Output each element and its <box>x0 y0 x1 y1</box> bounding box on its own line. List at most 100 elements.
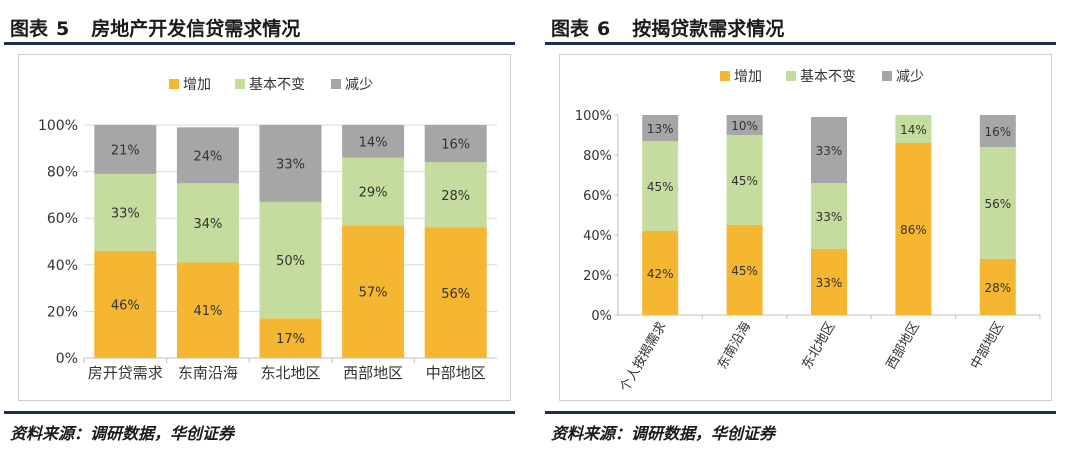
figure-6-title-text: 按揭贷款需求情况 <box>632 18 785 40</box>
figure-5-title-text: 房地产开发信贷需求情况 <box>91 18 301 40</box>
y-tick-label: 100% <box>38 118 78 134</box>
top-rule <box>4 42 515 45</box>
data-label-decrease: 14% <box>359 135 388 150</box>
bar-unchanged <box>811 183 847 249</box>
bar-increase <box>342 225 405 358</box>
bar-decrease <box>342 125 405 158</box>
legend-swatch-increase <box>720 71 730 81</box>
figure-5-number: 5 <box>56 18 70 40</box>
data-label-unchanged: 56% <box>984 197 1011 211</box>
figure-5-label: 图表 <box>10 18 49 40</box>
x-category-label: 西部地区 <box>884 320 923 373</box>
bar-unchanged <box>895 115 932 143</box>
legend-swatch-decrease <box>331 79 341 89</box>
figure-6-label: 图表 <box>551 18 590 40</box>
data-label-increase: 45% <box>731 264 758 278</box>
bar-decrease <box>259 125 322 202</box>
data-label-decrease: 13% <box>647 122 674 136</box>
figure-5-title: 图表 5 房地产开发信贷需求情况 <box>10 14 300 41</box>
y-tick-label: 20% <box>583 269 612 284</box>
legend-label-unchanged: 基本不变 <box>249 76 305 93</box>
y-tick-label: 0% <box>591 309 612 324</box>
bar-decrease <box>176 127 239 184</box>
y-tick-label: 40% <box>47 258 78 274</box>
top-rule <box>545 42 1056 45</box>
bar-unchanged <box>424 162 487 228</box>
bar-unchanged <box>176 183 239 263</box>
data-label-increase: 41% <box>193 304 222 319</box>
data-label-decrease: 24% <box>193 149 222 164</box>
bar-increase <box>176 262 239 358</box>
data-label-increase: 57% <box>359 286 388 301</box>
data-label-unchanged: 28% <box>441 189 470 204</box>
bar-unchanged <box>259 201 322 319</box>
data-label-unchanged: 45% <box>647 180 674 194</box>
figure-5-chart-box: 增加 基本不变 减少 0% 20% 40% 60% 80% 100% 46% 33% 21% 房开贷需求… <box>18 54 511 401</box>
bar-decrease <box>979 115 1016 147</box>
bar-decrease <box>424 125 487 163</box>
y-tick-label: 40% <box>583 229 612 244</box>
legend-label-decrease: 减少 <box>896 69 924 85</box>
bar-unchanged <box>94 173 157 251</box>
figure-6-number: 6 <box>597 18 611 40</box>
data-label-increase: 28% <box>984 281 1011 295</box>
x-category-label: 东北地区 <box>260 364 320 382</box>
legend-swatch-unchanged <box>235 79 245 89</box>
data-label-increase: 46% <box>111 298 140 313</box>
bar-increase <box>94 250 157 358</box>
data-label-unchanged: 33% <box>816 210 843 224</box>
legend-label-unchanged: 基本不变 <box>800 68 856 85</box>
data-label-decrease: 21% <box>111 143 140 158</box>
x-category-label: 中部地区 <box>968 320 1007 373</box>
y-tick-label: 100% <box>575 109 612 124</box>
y-tick-label: 0% <box>56 351 78 367</box>
data-label-increase: 33% <box>816 276 843 290</box>
data-label-increase: 86% <box>900 223 927 237</box>
y-tick-label: 80% <box>47 165 78 181</box>
data-label-increase: 17% <box>276 332 305 347</box>
bar-increase <box>726 225 763 315</box>
bar-decrease <box>642 115 679 141</box>
bar-unchanged <box>642 141 679 231</box>
data-label-unchanged: 33% <box>111 206 140 221</box>
x-category-label: 东南沿海 <box>178 364 238 382</box>
data-label-increase: 56% <box>441 287 470 302</box>
legend-label-decrease: 减少 <box>345 77 373 93</box>
legend-swatch-decrease <box>882 71 892 81</box>
bar-unchanged <box>979 147 1016 259</box>
data-label-unchanged: 34% <box>193 217 222 232</box>
bar-increase <box>811 249 847 315</box>
data-label-decrease: 10% <box>731 119 758 133</box>
x-category-label: 西部地区 <box>343 364 403 382</box>
data-label-unchanged: 45% <box>731 174 758 188</box>
bar-unchanged <box>342 157 405 226</box>
x-category-label: 东南沿海 <box>714 319 754 372</box>
bar-unchanged <box>726 135 763 225</box>
data-label-unchanged: 14% <box>900 123 927 137</box>
figure-6-title: 图表 6 按揭贷款需求情况 <box>551 14 784 41</box>
data-label-decrease: 33% <box>816 144 843 158</box>
bar-decrease <box>94 125 157 174</box>
bar-increase <box>259 318 322 358</box>
legend-swatch-unchanged <box>786 71 796 81</box>
x-category-label: 房开贷需求 <box>88 364 163 382</box>
y-tick-label: 80% <box>583 149 612 164</box>
data-label-decrease: 16% <box>984 125 1011 139</box>
bar-decrease <box>811 117 847 183</box>
legend-label-increase: 增加 <box>734 69 762 85</box>
bottom-rule <box>545 411 1056 414</box>
bar-increase <box>979 259 1016 315</box>
bar-decrease <box>726 115 763 135</box>
data-label-decrease: 16% <box>441 138 470 153</box>
data-label-unchanged: 29% <box>359 185 388 200</box>
x-category-label: 东北地区 <box>799 320 838 373</box>
bar-increase <box>424 227 487 358</box>
x-category-label: 个人按揭需求 <box>618 320 670 395</box>
bar-increase <box>895 143 932 315</box>
data-label-unchanged: 50% <box>276 254 305 269</box>
x-category-label: 中部地区 <box>426 364 486 382</box>
bar-increase <box>642 231 679 315</box>
y-tick-label: 60% <box>583 189 612 204</box>
y-tick-label: 60% <box>47 211 78 227</box>
figure-6-chart-box: 增加 基本不变 减少 0% 20% 40% 60% 80% 100% 42% 45% 13% 个人按揭需… <box>559 54 1052 401</box>
